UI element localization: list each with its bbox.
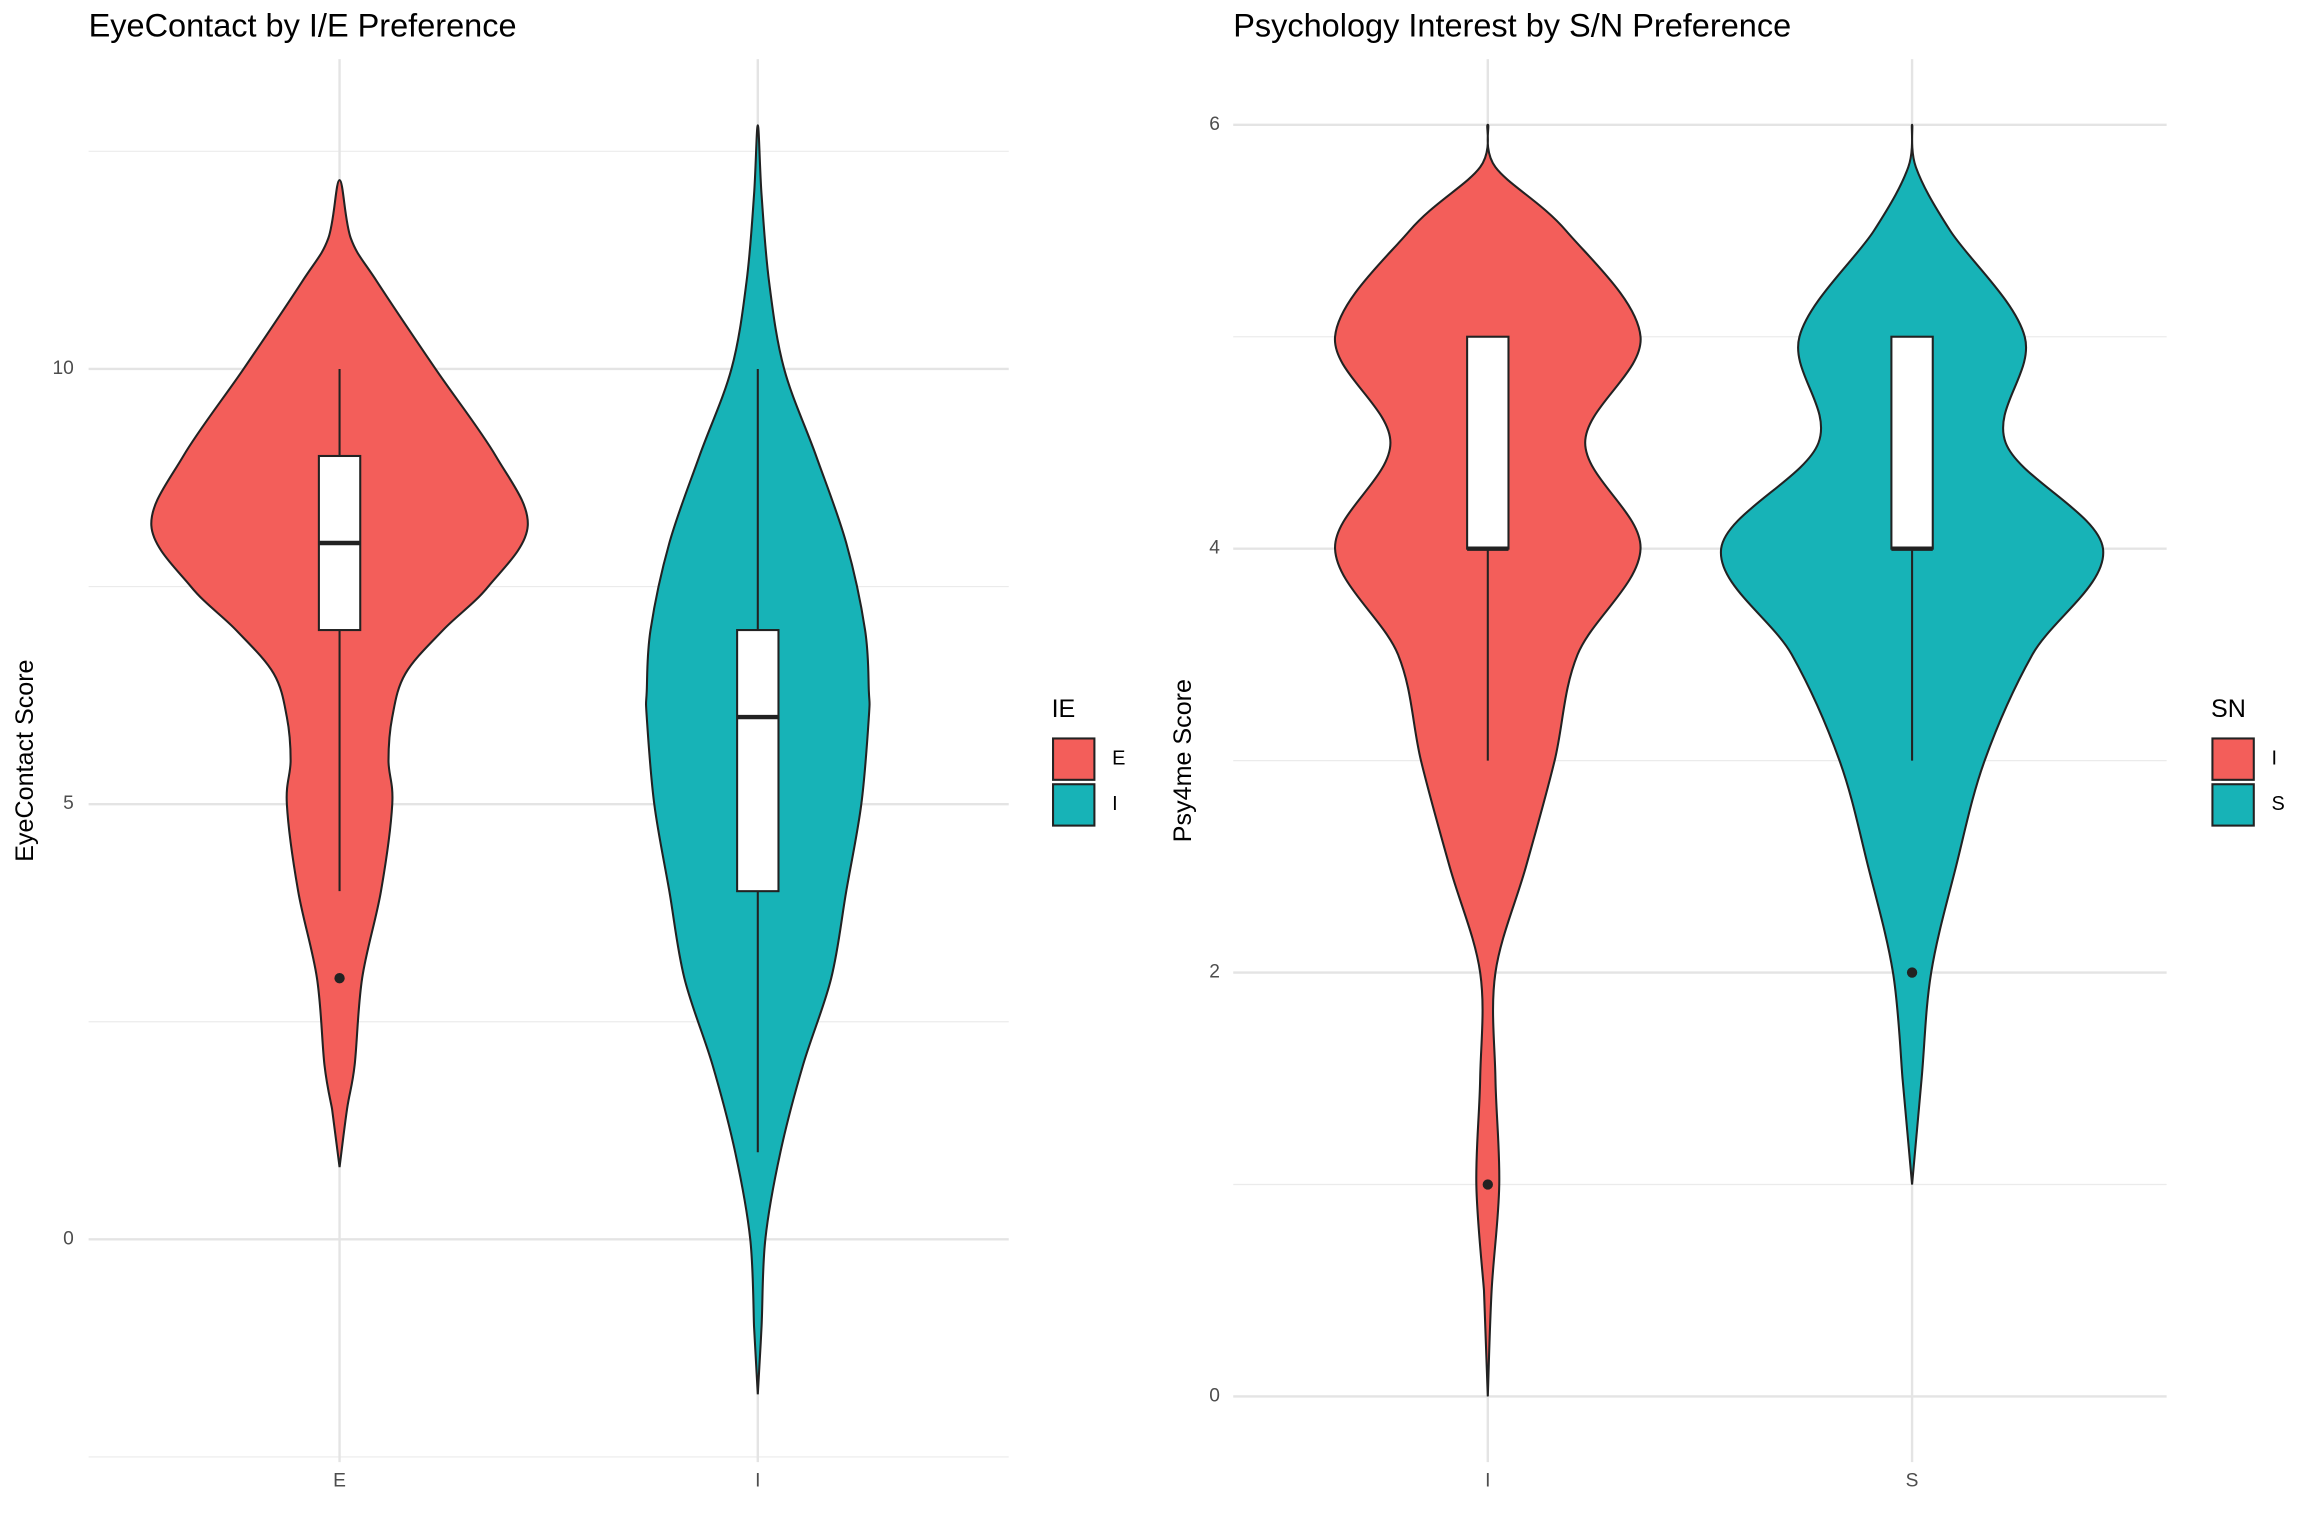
y-tick-label: 6 xyxy=(1209,114,1220,135)
violin xyxy=(1334,123,1642,1397)
y-tick-label: 0 xyxy=(1209,1386,1220,1407)
outlier xyxy=(1906,967,1918,978)
outlier xyxy=(1482,1179,1493,1190)
y-axis-title: Psy4me Score xyxy=(1169,679,1197,842)
box xyxy=(1890,335,1934,550)
outlier xyxy=(334,973,345,984)
legend-title: SN xyxy=(2211,695,2246,723)
x-tick-label: E xyxy=(333,1470,346,1491)
y-tick-label: 5 xyxy=(63,793,74,814)
legend-key xyxy=(2211,737,2255,781)
x-tick-label: I xyxy=(755,1470,760,1491)
legend-key xyxy=(1052,783,1096,827)
legend-label: E xyxy=(1112,747,1125,769)
legend-label: I xyxy=(2272,747,2278,769)
legend-label: I xyxy=(1112,793,1118,815)
chart-title: Psychology Interest by S/N Preference xyxy=(1233,8,1791,44)
legend-title: IE xyxy=(1052,695,1076,723)
x-tick-label: I xyxy=(1485,1470,1490,1491)
box xyxy=(1466,335,1510,550)
legend-label: S xyxy=(2272,793,2285,815)
box xyxy=(736,629,780,893)
legend-key xyxy=(2211,783,2255,827)
y-tick-label: 4 xyxy=(1209,538,1220,559)
x-tick-label: S xyxy=(1906,1470,1919,1491)
chart-title: EyeContact by I/E Preference xyxy=(89,8,517,44)
y-axis-title: EyeContact Score xyxy=(11,659,39,861)
y-tick-label: 10 xyxy=(53,358,74,379)
y-tick-label: 0 xyxy=(63,1228,74,1249)
y-tick-label: 2 xyxy=(1209,962,1220,983)
legend-key xyxy=(1052,737,1096,781)
